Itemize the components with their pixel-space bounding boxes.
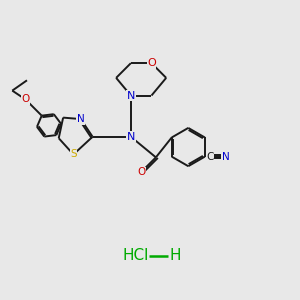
Text: S: S xyxy=(70,149,77,159)
Text: C: C xyxy=(206,152,214,162)
Text: O: O xyxy=(21,94,30,104)
Text: N: N xyxy=(127,132,135,142)
Text: N: N xyxy=(127,91,135,100)
Text: O: O xyxy=(137,167,145,177)
Text: N: N xyxy=(222,152,229,162)
Text: O: O xyxy=(147,58,156,68)
Text: N: N xyxy=(77,114,85,124)
Text: H: H xyxy=(169,248,181,263)
Text: HCl: HCl xyxy=(122,248,148,263)
